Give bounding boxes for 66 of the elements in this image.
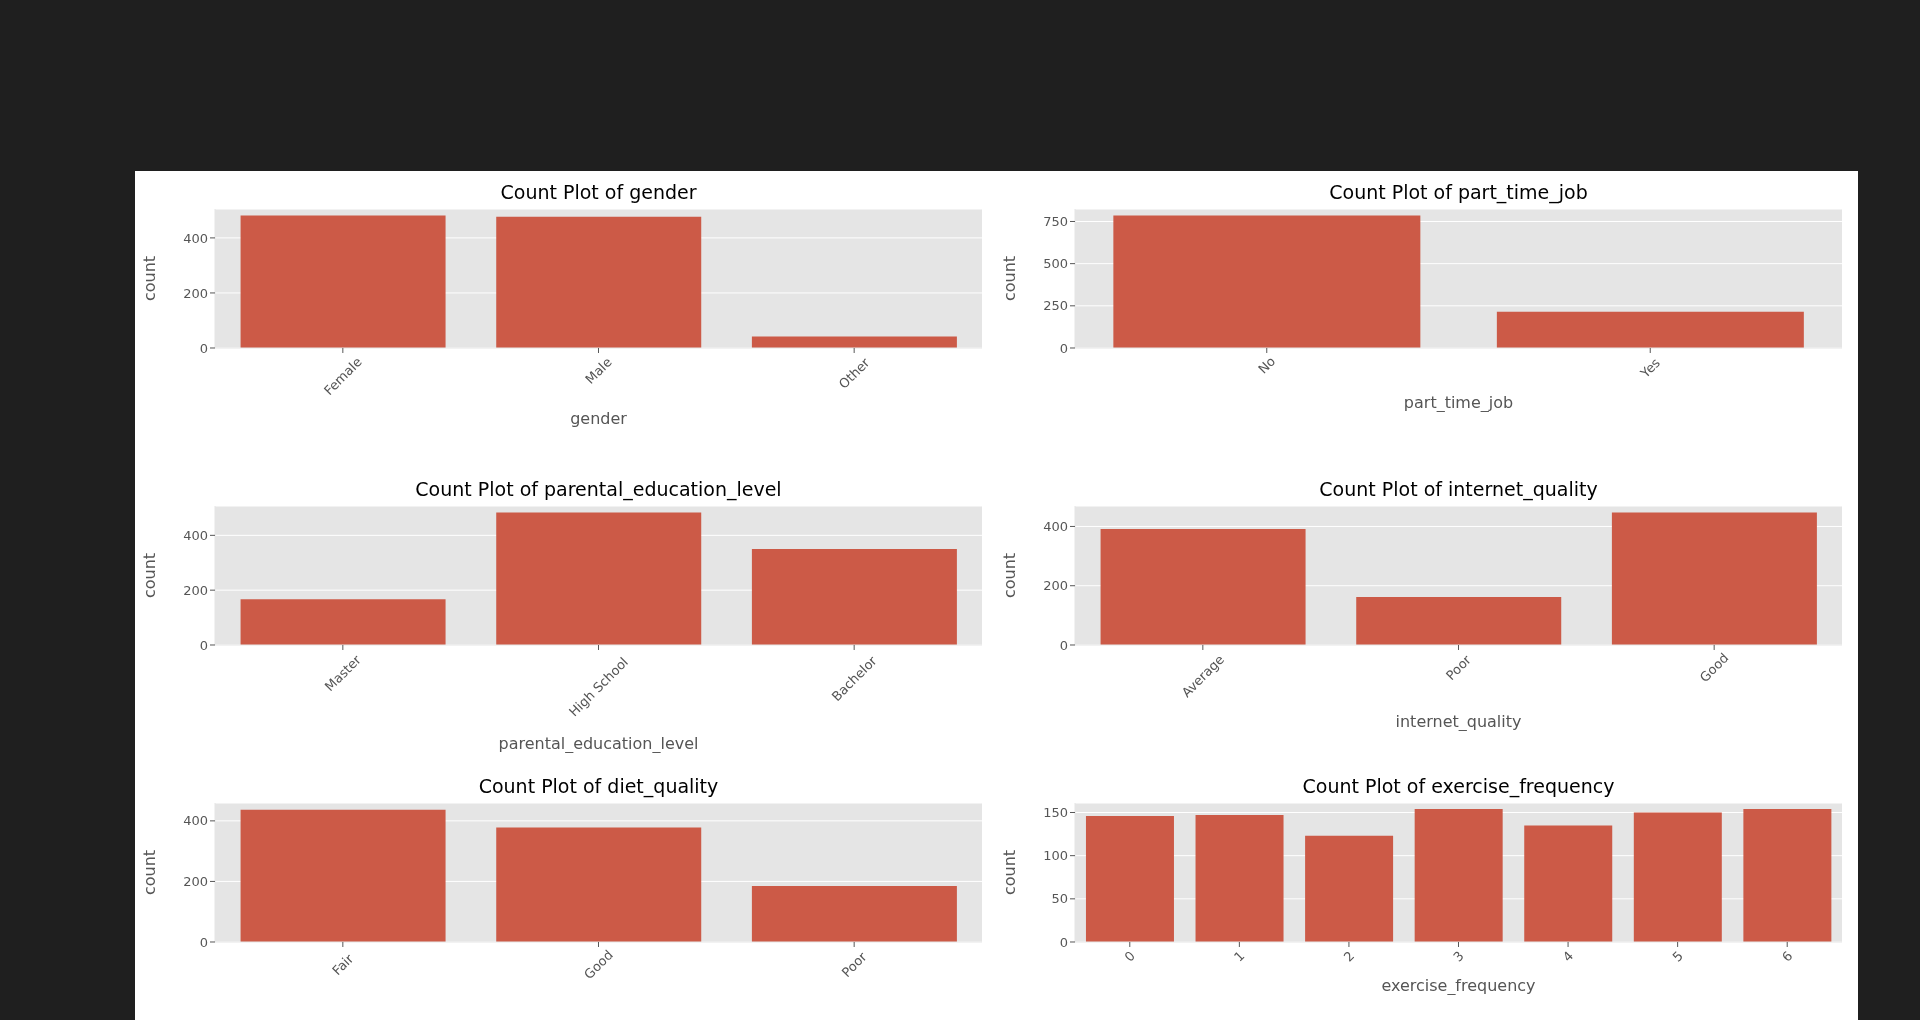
bar — [751, 549, 957, 645]
y-tick-label: 100 — [1043, 848, 1069, 864]
x-tick-label: 0 — [1121, 948, 1139, 965]
bar — [1414, 809, 1503, 942]
x-tick-label: 3 — [1450, 948, 1467, 965]
y-tick-label: 400 — [183, 527, 208, 543]
bar — [1356, 596, 1562, 645]
y-tick-label: 400 — [1043, 519, 1068, 535]
y-axis-title: count — [999, 255, 1019, 302]
chart-title: Count Plot of part_time_job — [1328, 180, 1589, 206]
bar — [496, 216, 702, 348]
bar — [1611, 512, 1817, 645]
bar — [1633, 812, 1722, 942]
y-tick-label: 0 — [1059, 934, 1069, 950]
x-tick-label: 4 — [1559, 948, 1577, 965]
chart-title: Count Plot of internet_quality — [1318, 477, 1599, 503]
chart-title: Count Plot of exercise_frequency — [1301, 774, 1616, 800]
y-tick-label: 0 — [199, 934, 209, 950]
bar — [240, 215, 446, 348]
y-tick-label: 500 — [1043, 256, 1069, 272]
x-axis-title: gender — [570, 409, 628, 429]
bar — [1085, 815, 1174, 942]
y-tick-label: 50 — [1051, 891, 1069, 907]
y-tick-label: 0 — [199, 340, 208, 356]
chart-title: Count Plot of parental_education_level — [414, 477, 783, 503]
y-axis-title: count — [139, 849, 159, 896]
bar — [240, 599, 446, 645]
y-axis-title: count — [139, 255, 159, 302]
chart-title: Count Plot of gender — [499, 180, 698, 205]
y-tick-label: 0 — [1059, 340, 1069, 356]
y-tick-label: 750 — [1043, 214, 1069, 230]
y-tick-label: 0 — [1059, 637, 1068, 653]
y-tick-label: 200 — [183, 582, 208, 598]
bar — [1524, 825, 1613, 942]
x-tick-label: 1 — [1231, 948, 1248, 965]
x-tick-label: Fair — [329, 950, 357, 979]
bar — [1305, 835, 1394, 942]
x-tick-label: 2 — [1340, 948, 1358, 965]
y-tick-label: 150 — [1043, 805, 1069, 821]
x-axis-title: part_time_job — [1403, 392, 1514, 413]
bar — [496, 827, 702, 942]
bar — [240, 809, 446, 942]
bar — [496, 512, 702, 645]
bar — [751, 885, 957, 942]
chart-title: Count Plot of diet_quality — [477, 774, 720, 800]
bar — [1743, 809, 1832, 942]
x-tick-label: 6 — [1778, 948, 1796, 965]
y-tick-label: 200 — [183, 874, 209, 890]
y-tick-label: 400 — [183, 230, 208, 246]
x-tick-label: No — [1255, 353, 1279, 377]
y-tick-label: 200 — [183, 285, 208, 301]
y-tick-label: 250 — [1043, 298, 1069, 314]
x-axis-title: exercise_frequency — [1381, 975, 1536, 996]
y-axis-title: count — [999, 552, 1019, 599]
bar — [751, 336, 957, 348]
x-axis-title: parental_education_level — [498, 733, 699, 754]
y-tick-label: 400 — [183, 813, 209, 829]
y-axis-title: count — [999, 849, 1019, 896]
bar — [1195, 815, 1284, 942]
y-axis-title: count — [139, 552, 159, 599]
x-axis-title: internet_quality — [1395, 711, 1522, 732]
x-tick-label: Yes — [1636, 354, 1664, 382]
y-tick-label: 0 — [199, 637, 208, 653]
x-tick-label: 5 — [1669, 948, 1686, 965]
y-tick-label: 200 — [1043, 578, 1068, 594]
bar — [1100, 529, 1306, 645]
